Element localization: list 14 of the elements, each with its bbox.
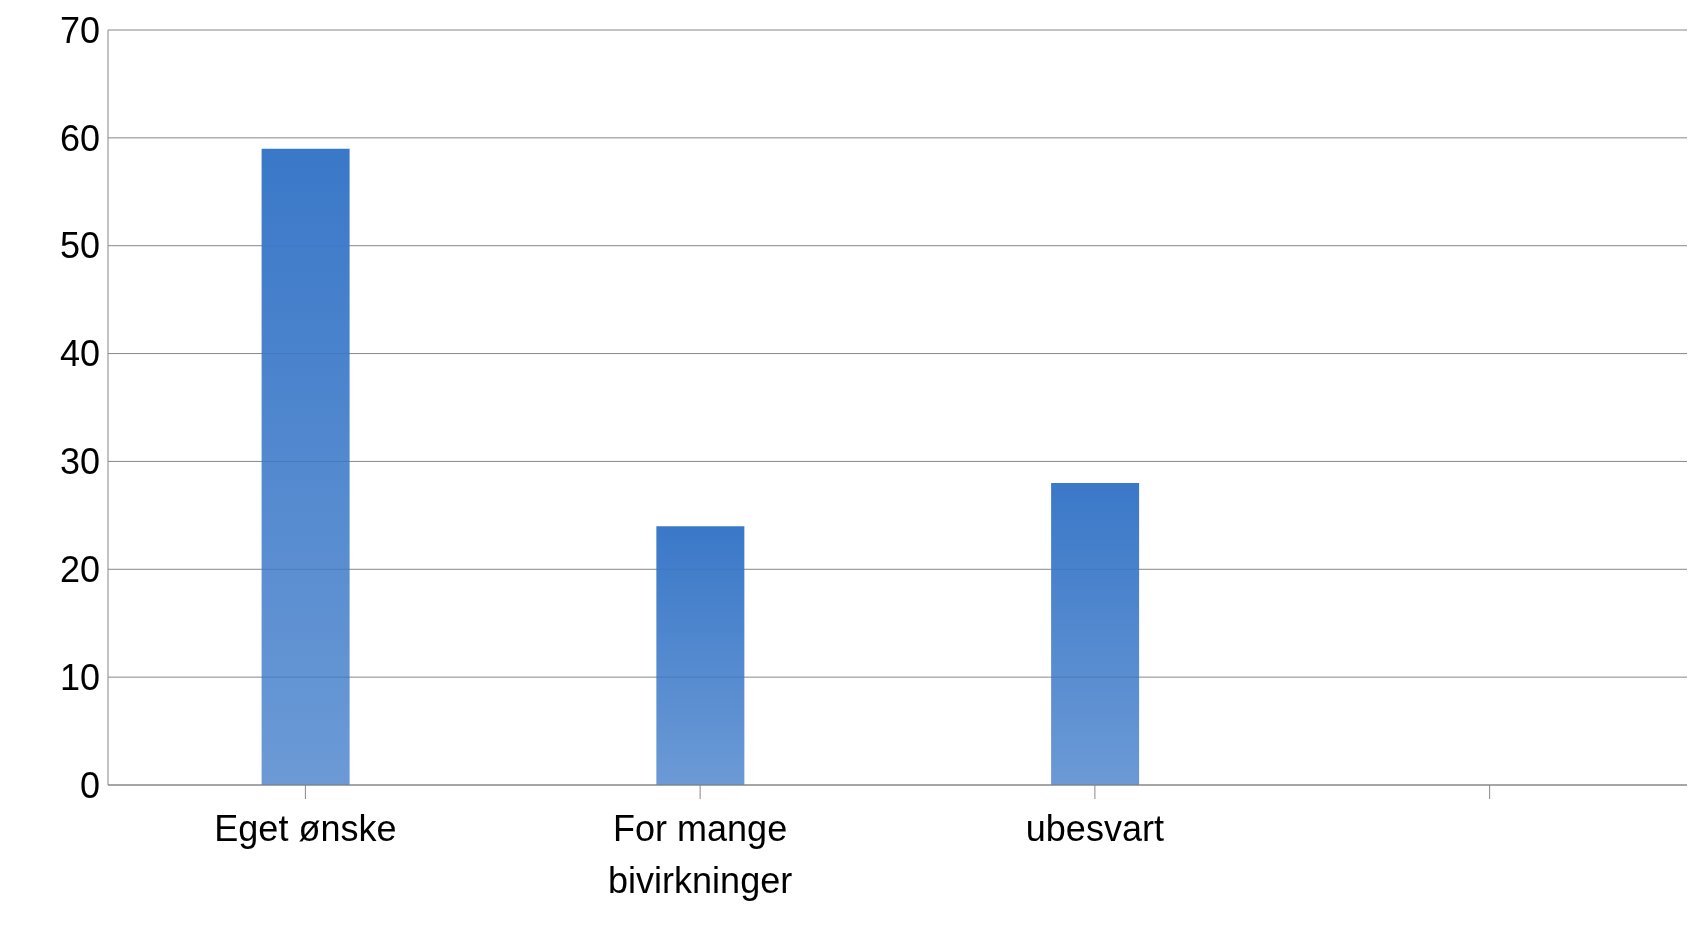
y-tick-label: 0 (79, 764, 100, 806)
y-tick-label: 40 (59, 333, 100, 375)
x-tick-label: Eget ønske (214, 808, 397, 849)
bar (1051, 483, 1140, 785)
bar (656, 526, 745, 785)
y-tick-label: 70 (59, 9, 100, 51)
y-tick-label: 30 (59, 441, 100, 483)
x-tick-label: ubesvart (1025, 808, 1164, 849)
bar (261, 148, 350, 785)
y-tick-label: 20 (59, 549, 100, 591)
y-tick-label: 60 (59, 117, 100, 159)
x-tick-label: For mange bivirkninger (608, 808, 793, 901)
y-tick-label: 50 (59, 225, 100, 267)
y-tick-label: 10 (59, 656, 100, 698)
